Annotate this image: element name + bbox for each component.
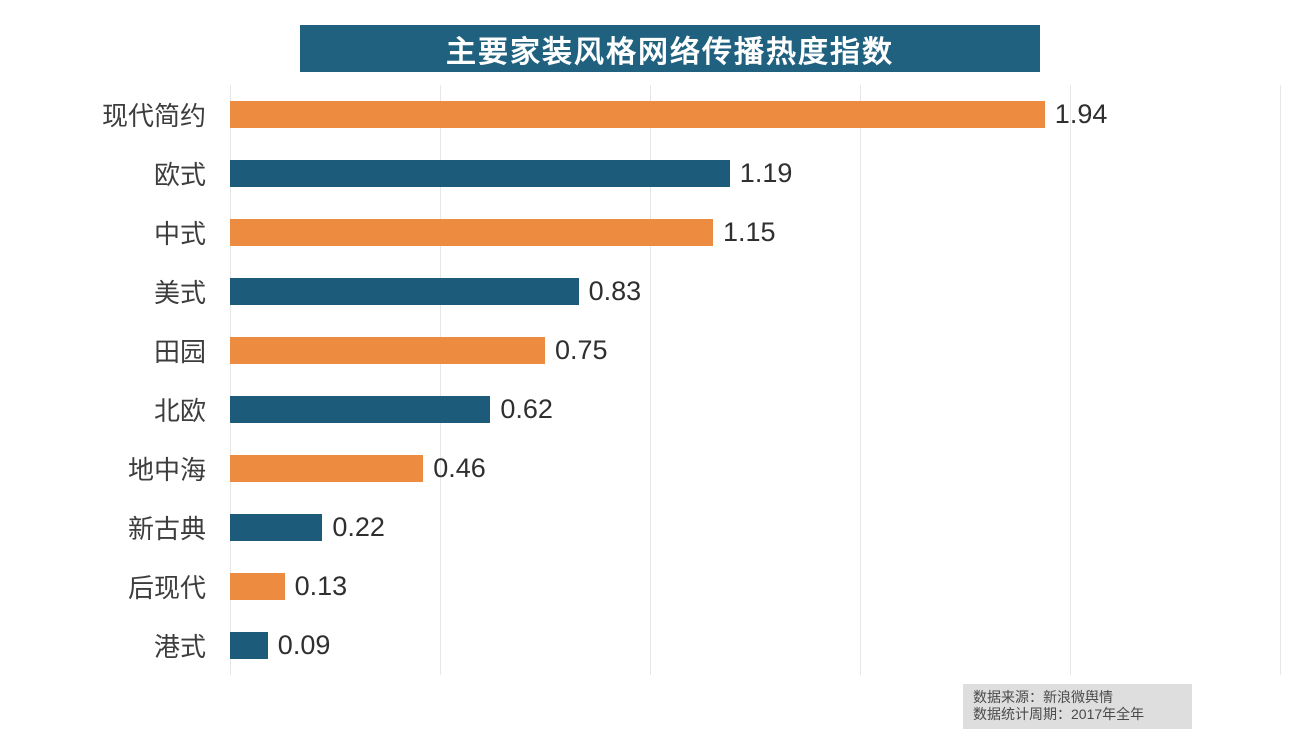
source-line-2: 数据统计周期：2017年全年 xyxy=(973,706,1145,722)
bar-track: 0.83 xyxy=(230,262,1280,321)
value-label: 0.62 xyxy=(500,394,553,424)
value-label: 1.19 xyxy=(739,158,793,188)
bar-row: 中式 1.15 xyxy=(0,203,1280,262)
value-label: 0.83 xyxy=(588,276,642,306)
bar-track: 0.09 xyxy=(230,616,1280,675)
source-line-1: 数据来源：新浪微舆情 xyxy=(973,689,1113,705)
value-label: 0.13 xyxy=(294,571,348,601)
bar-row: 田园 0.75 xyxy=(0,321,1280,380)
value-label: 0.46 xyxy=(433,453,486,483)
bar-track: 0.46 xyxy=(230,439,1280,498)
bar xyxy=(230,160,730,187)
bar xyxy=(230,455,424,482)
gridlines xyxy=(230,85,1281,675)
bar-track: 1.19 xyxy=(230,144,1280,203)
category-label: 美式 xyxy=(153,278,206,308)
category-label: 地中海 xyxy=(127,455,206,485)
bar-track: 0.75 xyxy=(230,321,1280,380)
bar-track: 0.62 xyxy=(230,380,1280,439)
chart-title: 主要家装风格网络传播热度指数 xyxy=(446,35,894,69)
gridline xyxy=(1070,85,1071,675)
bar-track: 0.13 xyxy=(230,557,1280,616)
category-label: 现代简约 xyxy=(101,101,206,131)
bar xyxy=(230,278,579,305)
chart-title-banner: 主要家装风格网络传播热度指数 xyxy=(300,25,1040,72)
category-label: 中式 xyxy=(153,219,206,249)
bar-row: 后现代 0.13 xyxy=(0,557,1280,616)
bar-track: 1.15 xyxy=(230,203,1280,262)
gridline xyxy=(440,85,441,675)
bar-track: 1.94 xyxy=(230,85,1280,144)
bar-row: 港式 0.09 xyxy=(0,616,1280,675)
value-label: 0.22 xyxy=(332,512,385,542)
bar-row: 美式 0.83 xyxy=(0,262,1280,321)
bar-rows: 现代简约 1.94 欧式 1.19 中式 1.15 美式 0.83 田园 0.75 北欧 0.62 地中… xyxy=(0,85,1280,675)
bar xyxy=(230,396,491,423)
source-note: 数据来源：新浪微舆情 数据统计周期：2017年全年 xyxy=(963,684,1192,729)
category-label: 欧式 xyxy=(153,160,206,190)
bar-row: 地中海 0.46 xyxy=(0,439,1280,498)
bar-track: 0.22 xyxy=(230,498,1280,557)
category-label: 田园 xyxy=(153,337,206,367)
gridline xyxy=(1280,85,1281,675)
gridline xyxy=(860,85,861,675)
bar xyxy=(230,101,1045,128)
category-label: 后现代 xyxy=(127,573,206,603)
bar-row: 新古典 0.22 xyxy=(0,498,1280,557)
plot-area: 现代简约 1.94 欧式 1.19 中式 1.15 美式 0.83 田园 0.75 北欧 0.62 地中… xyxy=(0,85,1281,675)
value-label: 1.94 xyxy=(1054,99,1108,129)
value-label: 0.09 xyxy=(277,630,331,660)
value-label: 0.75 xyxy=(555,335,608,365)
value-label: 1.15 xyxy=(723,217,776,247)
bar-row: 现代简约 1.94 xyxy=(0,85,1280,144)
gridline xyxy=(650,85,651,675)
category-label: 北欧 xyxy=(153,396,206,426)
gridline xyxy=(230,85,231,675)
bar xyxy=(230,632,268,659)
category-label: 新古典 xyxy=(127,514,206,544)
bar xyxy=(230,219,713,246)
bar-row: 北欧 0.62 xyxy=(0,380,1280,439)
bar xyxy=(230,514,323,541)
bar-row: 欧式 1.19 xyxy=(0,144,1280,203)
bar xyxy=(230,573,285,600)
category-label: 港式 xyxy=(153,632,206,662)
bar xyxy=(230,337,545,364)
